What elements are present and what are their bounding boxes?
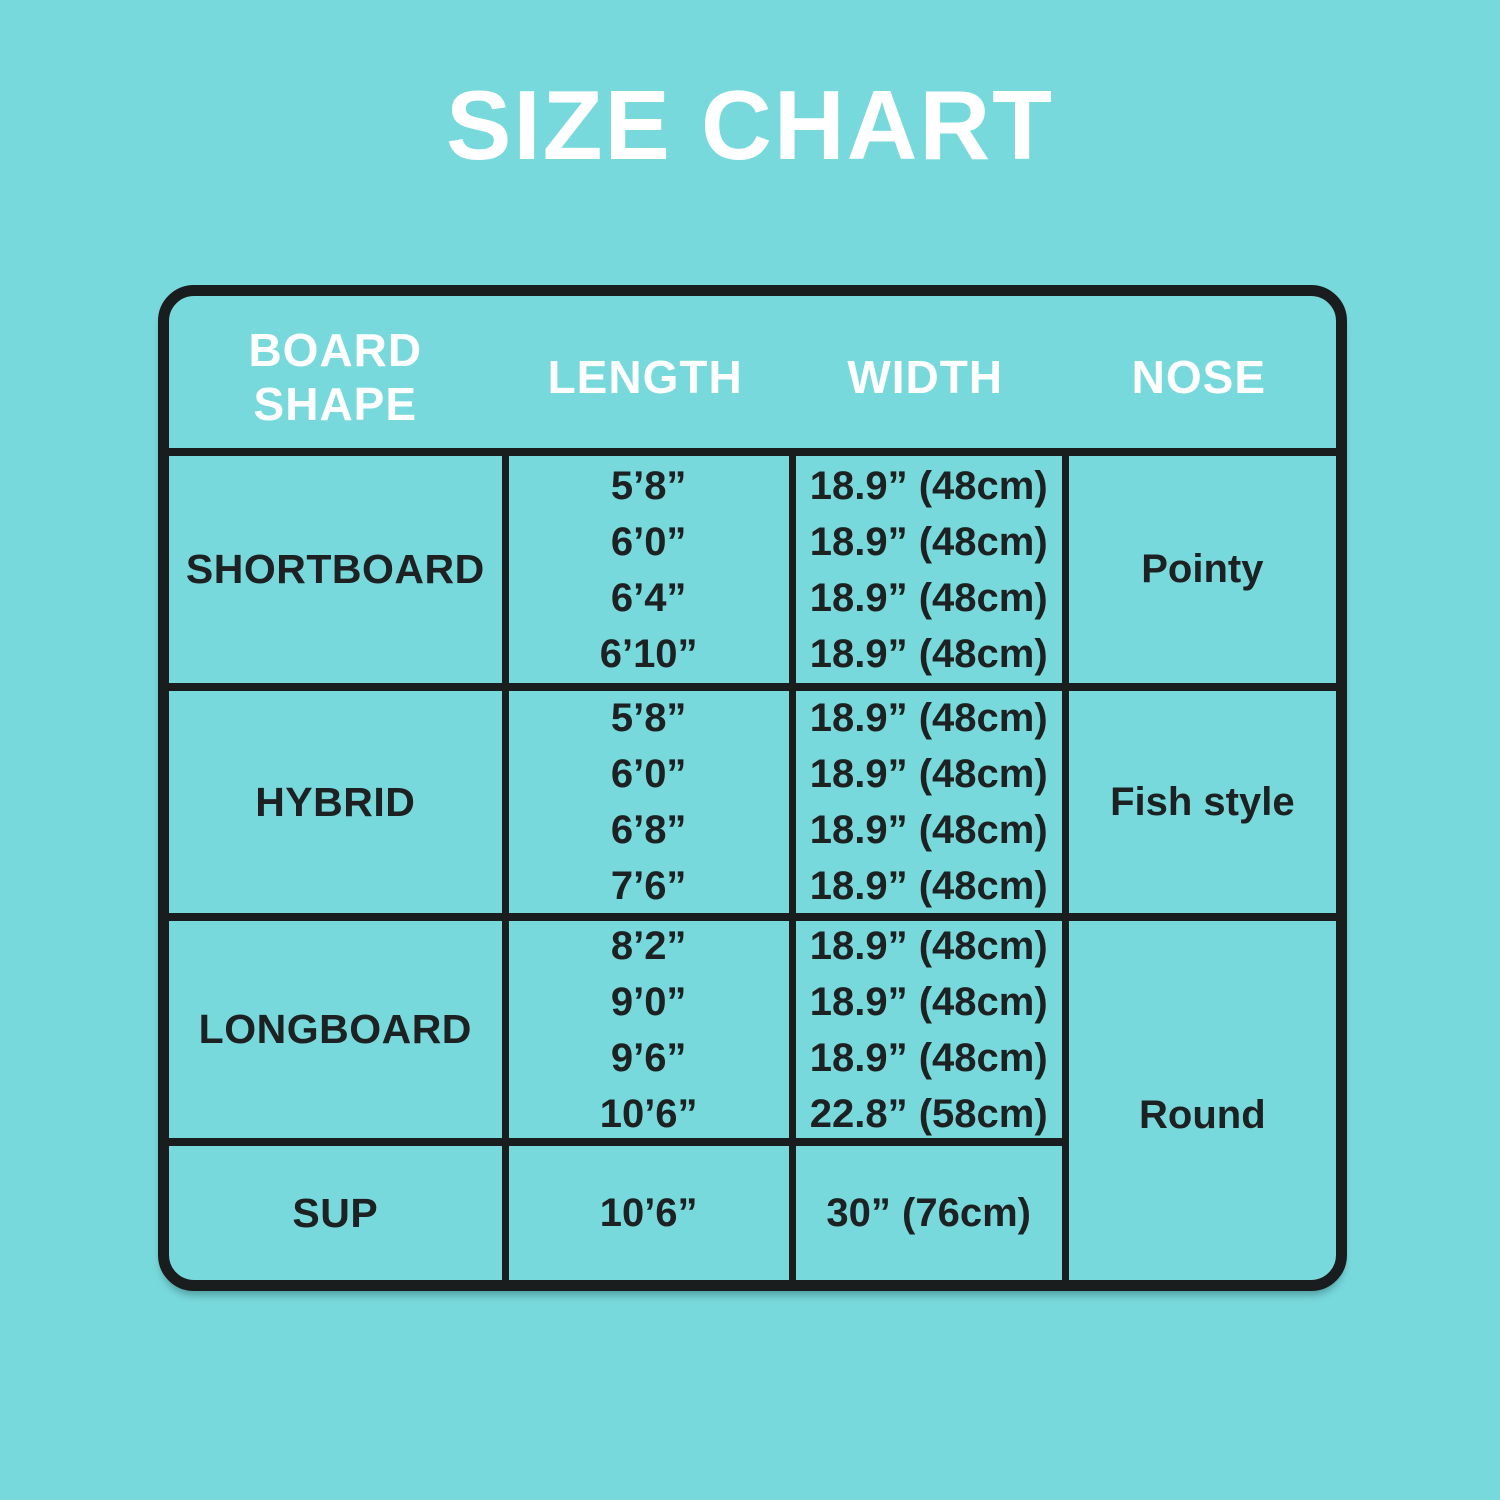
column-header-board-shape: BOARD SHAPE (169, 296, 502, 456)
cell-lengths-shortboard: 5’8” 6’0” 6’4” 6’10” (501, 456, 789, 683)
length-value: 6’4” (610, 575, 687, 620)
width-value: 18.9” (48cm) (809, 519, 1048, 564)
width-value: 18.9” (48cm) (809, 575, 1048, 620)
length-value: 10’6” (599, 1091, 698, 1136)
width-value: 18.9” (48cm) (809, 752, 1048, 796)
length-value: 6’0” (610, 752, 687, 796)
width-value: 18.9” (48cm) (809, 808, 1048, 852)
length-value: 6’0” (610, 519, 687, 564)
column-header-length: LENGTH (501, 296, 789, 456)
length-value: 5’8” (610, 696, 687, 740)
length-value: 6’8” (610, 808, 687, 852)
column-header-nose: NOSE (1061, 296, 1336, 456)
width-value: 18.9” (48cm) (809, 923, 1048, 968)
length-value: 9’0” (610, 979, 687, 1024)
length-value: 7’6” (610, 864, 687, 908)
cell-board-shape-sup: SUP (169, 1138, 502, 1280)
cell-nose-longboard-sup-merged: Round (1061, 913, 1336, 1280)
cell-widths-sup: 30” (76cm) (788, 1138, 1062, 1280)
length-value: 9’6” (610, 1035, 687, 1080)
cell-board-shape-longboard: LONGBOARD (169, 913, 502, 1138)
width-value: 18.9” (48cm) (809, 631, 1048, 676)
cell-lengths-longboard: 8’2” 9’0” 9’6” 10’6” (501, 913, 789, 1138)
width-value: 22.8” (58cm) (809, 1091, 1048, 1136)
width-value: 18.9” (48cm) (809, 696, 1048, 740)
cell-lengths-sup: 10’6” (501, 1138, 789, 1280)
length-value: 8’2” (610, 923, 687, 968)
width-value: 30” (76cm) (826, 1191, 1031, 1235)
length-value: 6’10” (599, 631, 698, 676)
cell-widths-shortboard: 18.9” (48cm) 18.9” (48cm) 18.9” (48cm) 1… (788, 456, 1062, 683)
cell-widths-hybrid: 18.9” (48cm) 18.9” (48cm) 18.9” (48cm) 1… (788, 683, 1062, 913)
cell-lengths-hybrid: 5’8” 6’0” 6’8” 7’6” (501, 683, 789, 913)
length-value: 5’8” (610, 463, 687, 508)
width-value: 18.9” (48cm) (809, 1035, 1048, 1080)
width-value: 18.9” (48cm) (809, 979, 1048, 1024)
width-value: 18.9” (48cm) (809, 463, 1048, 508)
cell-board-shape-shortboard: SHORTBOARD (185, 546, 485, 592)
cell-nose-shortboard: Pointy (1061, 456, 1336, 683)
width-value: 18.9” (48cm) (809, 864, 1048, 908)
cell-nose-hybrid: Fish style (1061, 683, 1336, 913)
length-value: 10’6” (599, 1191, 698, 1235)
cell-board-shape-hybrid: HYBRID (169, 683, 502, 913)
page-title: SIZE CHART (446, 70, 1054, 180)
cell-widths-longboard: 18.9” (48cm) 18.9” (48cm) 18.9” (48cm) 2… (788, 913, 1062, 1138)
size-chart-table: BOARD SHAPE LENGTH WIDTH NOSE SHORTBOARD… (158, 285, 1347, 1291)
column-header-width: WIDTH (788, 296, 1062, 456)
